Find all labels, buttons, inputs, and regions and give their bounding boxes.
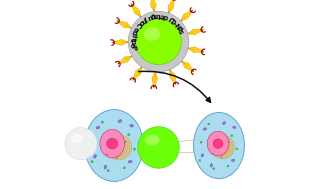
Polygon shape: [117, 21, 132, 28]
Polygon shape: [112, 39, 128, 45]
Circle shape: [200, 141, 202, 143]
Text: t: t: [129, 37, 136, 41]
Circle shape: [199, 159, 201, 161]
Circle shape: [136, 19, 181, 65]
Circle shape: [65, 128, 97, 160]
Circle shape: [91, 160, 93, 163]
Ellipse shape: [144, 27, 160, 41]
Circle shape: [127, 134, 130, 136]
Circle shape: [93, 141, 95, 143]
Text: P: P: [130, 45, 137, 52]
Circle shape: [213, 168, 215, 170]
Ellipse shape: [96, 126, 100, 129]
Polygon shape: [117, 21, 120, 23]
Text: C: C: [170, 17, 178, 24]
Text: N: N: [175, 21, 183, 29]
Polygon shape: [200, 29, 204, 32]
Circle shape: [221, 156, 222, 158]
Polygon shape: [181, 10, 193, 21]
Text: o: o: [137, 18, 145, 26]
Polygon shape: [117, 61, 121, 64]
Polygon shape: [150, 0, 156, 12]
Text: u: u: [146, 13, 153, 21]
Polygon shape: [172, 0, 175, 1]
Polygon shape: [112, 41, 115, 44]
Circle shape: [128, 11, 189, 72]
Circle shape: [208, 123, 210, 125]
Text: C: C: [135, 20, 143, 28]
Ellipse shape: [100, 129, 125, 158]
Polygon shape: [117, 56, 132, 64]
Ellipse shape: [213, 139, 223, 148]
Text: j: j: [144, 15, 149, 21]
Ellipse shape: [203, 128, 207, 130]
Polygon shape: [201, 50, 204, 53]
Polygon shape: [131, 4, 141, 17]
Circle shape: [101, 121, 104, 123]
Circle shape: [229, 142, 230, 143]
Polygon shape: [188, 29, 204, 35]
Circle shape: [125, 141, 126, 143]
Ellipse shape: [106, 136, 131, 159]
Polygon shape: [168, 0, 174, 13]
Ellipse shape: [145, 134, 159, 146]
Text: U: U: [168, 15, 175, 23]
Circle shape: [106, 154, 107, 155]
Circle shape: [123, 167, 126, 169]
Polygon shape: [152, 85, 156, 88]
Text: i: i: [130, 34, 136, 37]
Polygon shape: [191, 69, 194, 72]
Text: d: d: [130, 29, 138, 36]
Ellipse shape: [104, 165, 107, 169]
Ellipse shape: [71, 134, 82, 143]
Circle shape: [236, 148, 238, 150]
Circle shape: [212, 153, 213, 154]
Polygon shape: [188, 47, 204, 53]
Text: t: t: [157, 12, 161, 18]
Polygon shape: [173, 82, 176, 85]
Text: e: e: [132, 26, 139, 33]
Text: d: d: [162, 13, 169, 20]
Polygon shape: [190, 10, 193, 13]
Text: s: s: [179, 27, 186, 34]
Ellipse shape: [212, 136, 234, 158]
Ellipse shape: [201, 154, 204, 157]
Ellipse shape: [193, 112, 244, 179]
Ellipse shape: [118, 120, 122, 122]
Text: e: e: [129, 43, 136, 48]
Ellipse shape: [223, 122, 226, 124]
Text: n: n: [140, 16, 147, 24]
Text: p: p: [177, 24, 185, 31]
Circle shape: [107, 170, 109, 172]
Polygon shape: [131, 4, 134, 7]
Text: g: g: [149, 12, 156, 19]
Ellipse shape: [231, 159, 235, 162]
Ellipse shape: [107, 138, 118, 149]
Ellipse shape: [233, 126, 236, 129]
Ellipse shape: [85, 110, 143, 181]
Circle shape: [133, 148, 136, 150]
Ellipse shape: [207, 131, 229, 156]
Polygon shape: [170, 70, 176, 85]
Text: -: -: [174, 19, 180, 26]
Circle shape: [227, 165, 229, 167]
Polygon shape: [133, 67, 142, 81]
Circle shape: [138, 127, 179, 168]
Ellipse shape: [94, 155, 96, 158]
Ellipse shape: [130, 125, 133, 127]
Ellipse shape: [210, 164, 212, 167]
Circle shape: [116, 157, 118, 159]
Text: e: e: [159, 12, 165, 19]
Text: p: p: [129, 39, 135, 45]
Polygon shape: [152, 72, 158, 88]
Text: a: a: [153, 12, 158, 19]
Ellipse shape: [128, 160, 132, 163]
Polygon shape: [182, 61, 194, 72]
Polygon shape: [133, 77, 136, 81]
Circle shape: [231, 135, 233, 137]
